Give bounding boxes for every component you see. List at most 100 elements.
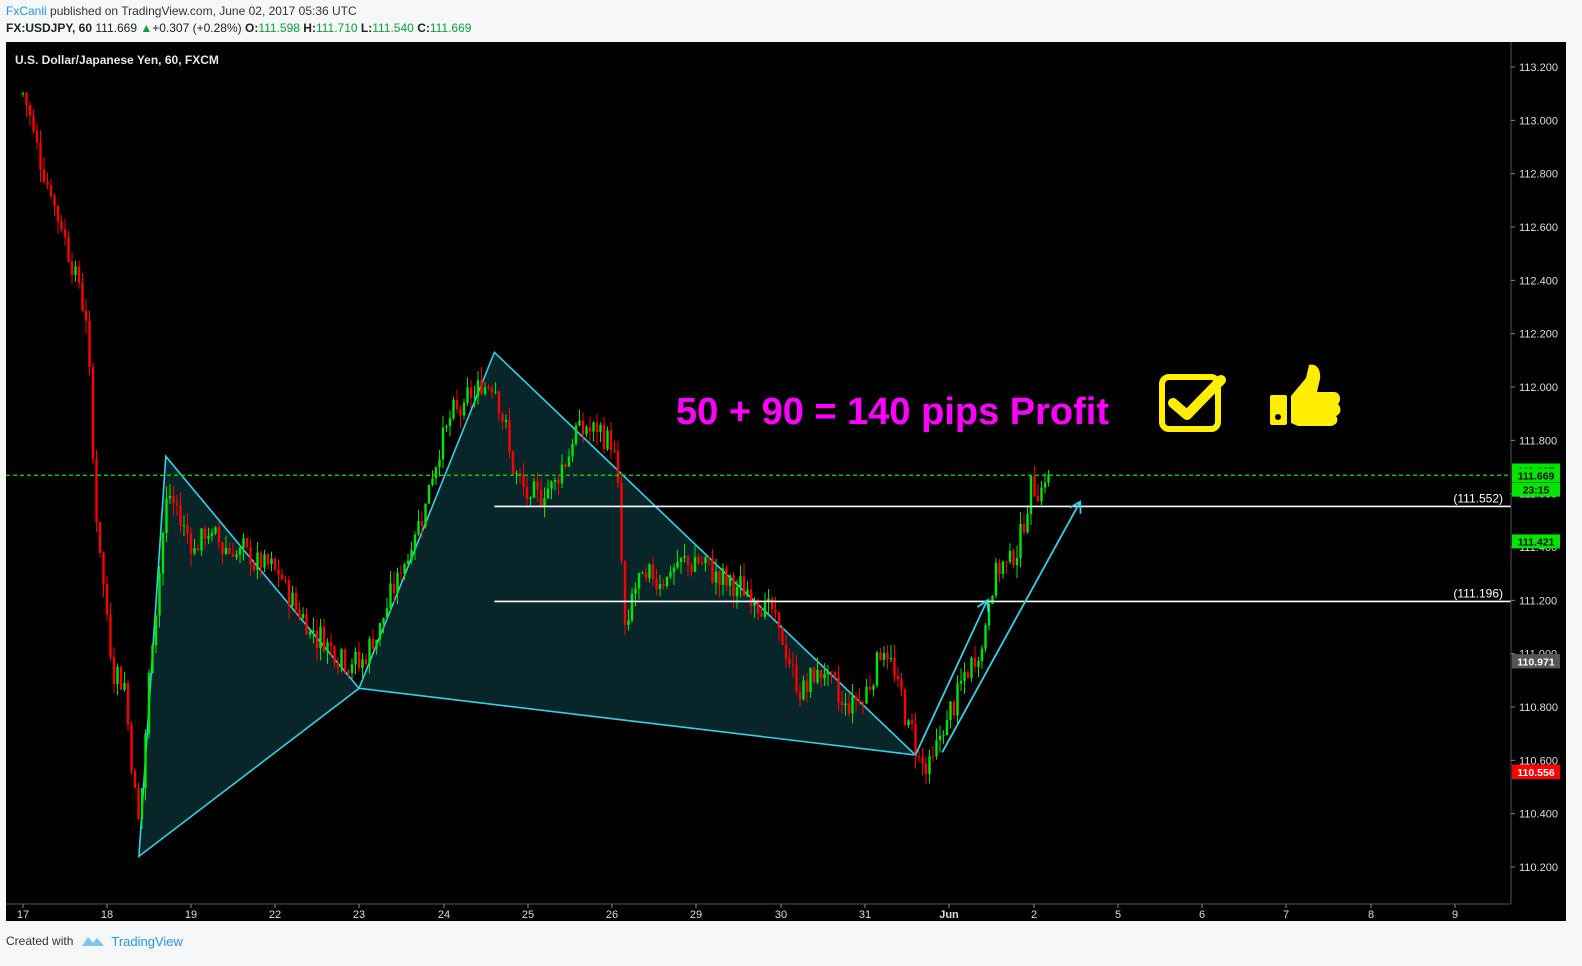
price-tag-bg — [1512, 654, 1560, 669]
footer: Created with TradingView — [6, 931, 183, 951]
candle-body — [284, 579, 287, 581]
candle-body — [249, 547, 252, 564]
candle-body — [991, 595, 994, 604]
candle-body — [1029, 476, 1033, 515]
candle-body — [602, 424, 606, 449]
candle-body — [816, 669, 819, 683]
candle-body — [630, 593, 634, 621]
price-tag-label: 111.669 — [1518, 470, 1555, 482]
candle-body — [574, 425, 578, 444]
candle-body — [424, 503, 427, 527]
candle-body — [858, 699, 861, 703]
open-label: O: — [244, 21, 259, 35]
candle-body — [434, 467, 438, 479]
candle-body — [928, 756, 931, 774]
y-tick-label: 110.600 — [1519, 755, 1558, 767]
candle-body — [924, 763, 928, 774]
candle-body — [774, 609, 777, 613]
chart-title: U.S. Dollar/Japanese Yen, 60, FXCM — [15, 53, 219, 67]
candle-body — [532, 481, 536, 498]
y-tick-label: 112.400 — [1519, 275, 1558, 287]
tradingview-logo-icon — [82, 937, 105, 946]
candle-body — [805, 680, 809, 692]
candle-body — [144, 733, 147, 788]
candle-body — [361, 659, 364, 669]
candle-body — [658, 584, 662, 589]
candle-body — [259, 552, 263, 568]
candle-body — [319, 626, 322, 649]
candle-body — [277, 569, 280, 575]
candle-body — [700, 562, 704, 564]
symbol-label: FX:USDJPY, 60 — [6, 21, 93, 35]
candle-body — [529, 497, 532, 499]
candle-body — [438, 459, 441, 468]
candle-body — [872, 685, 875, 690]
candle-body — [200, 528, 203, 551]
candle-body — [763, 601, 767, 617]
candle-body — [420, 521, 424, 527]
close-value: 111.669 — [429, 21, 472, 35]
candle-body — [735, 587, 739, 597]
high-label: H: — [303, 21, 316, 35]
candle-body — [448, 418, 452, 427]
candle-body — [840, 701, 844, 706]
candle-body — [788, 658, 791, 665]
candle-body — [81, 282, 84, 311]
candle-body — [49, 185, 53, 196]
candle-body — [767, 598, 770, 602]
arrow-first-target-head — [976, 598, 990, 613]
candle-body — [683, 556, 686, 558]
candle-body — [501, 413, 504, 422]
y-tick-label: 110.800 — [1519, 702, 1558, 714]
candle-body — [116, 666, 119, 685]
candle-body — [32, 115, 35, 131]
chart-area[interactable]: (111.552) (111.196) 110.200 110.400 110.600… — [6, 42, 1566, 921]
candle-body — [406, 560, 410, 564]
candle-body — [998, 562, 1001, 575]
arrow-second-target-head — [1069, 500, 1082, 514]
price-tag-label: 110.971 — [1517, 656, 1555, 668]
price-chart[interactable]: (111.552) (111.196) 110.200 110.400 110.600… — [6, 42, 1566, 921]
candle-body — [102, 552, 105, 585]
candle-body — [179, 504, 182, 526]
candle-body — [186, 525, 189, 534]
candle-body — [637, 573, 641, 589]
candle-body — [791, 664, 795, 666]
candle-body — [301, 613, 305, 619]
candle-body — [784, 644, 788, 659]
candle-body — [224, 547, 228, 555]
candle-body — [140, 787, 144, 819]
author-link[interactable]: FxCanli — [6, 4, 47, 18]
tradingview-link[interactable]: TradingView — [111, 933, 183, 949]
x-tick-label: 18 — [101, 909, 113, 921]
candle-body — [497, 391, 501, 414]
candle-body — [644, 572, 648, 579]
y-tick-label: 112.200 — [1519, 329, 1558, 341]
candle-body — [270, 558, 273, 565]
candle-body — [882, 653, 886, 660]
candle-body — [326, 642, 329, 652]
candle-body — [182, 525, 186, 527]
candle-body — [823, 673, 826, 679]
publish-line: FxCanli published on TradingView.com, Ju… — [6, 4, 357, 20]
candle-body — [910, 720, 914, 724]
close-label: C: — [417, 21, 430, 35]
candle-body — [543, 498, 546, 507]
price-tag-bg — [1512, 765, 1560, 780]
candle-body — [931, 756, 935, 758]
candle-body — [354, 651, 357, 665]
candle-body — [98, 522, 102, 553]
candle-body — [207, 535, 210, 539]
candle-body — [721, 568, 725, 585]
x-tick-label: 2 — [1031, 909, 1037, 921]
candle-body — [329, 642, 333, 647]
price-tag-bg — [1512, 468, 1560, 483]
x-tick-label: 30 — [775, 909, 787, 921]
candle-body — [861, 702, 865, 704]
candle-body — [676, 562, 679, 568]
candle-body — [795, 664, 798, 692]
x-tick-label: Jun — [939, 909, 959, 921]
candle-body — [235, 554, 238, 557]
candle-body — [560, 464, 564, 484]
candle-body — [1015, 557, 1019, 566]
